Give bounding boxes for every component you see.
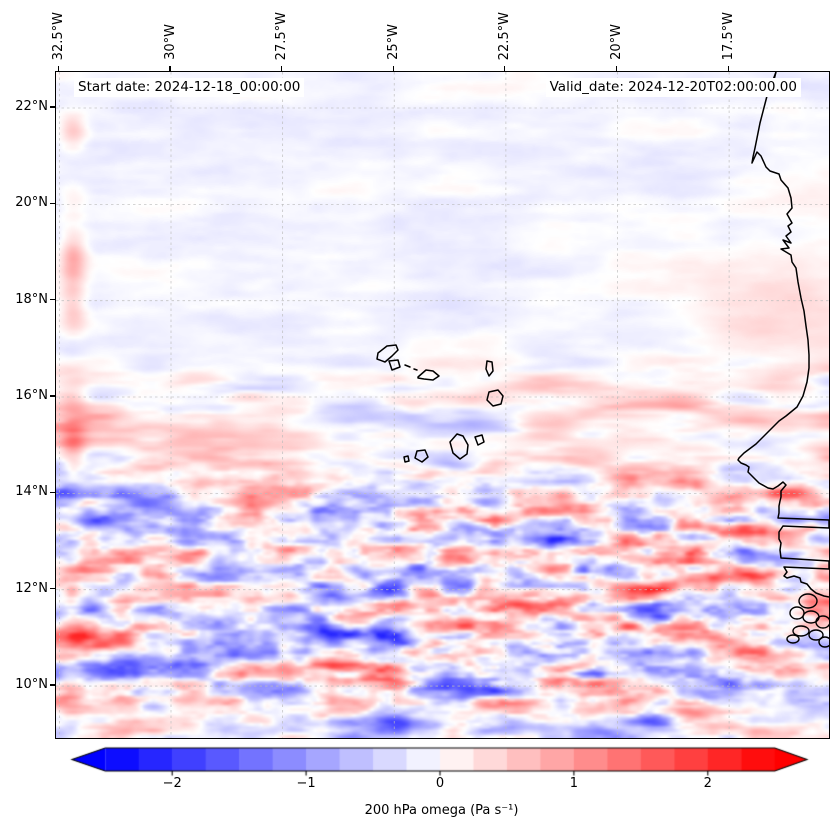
lon-tick-mark — [57, 66, 59, 71]
lat-tick-label: 12°N — [15, 580, 48, 596]
colorbar-tick-label: 1 — [569, 776, 579, 791]
lat-tick-mark — [50, 395, 55, 397]
lon-tick-label: 27.5°W — [274, 11, 290, 60]
cape-verde-island-outline — [403, 455, 410, 463]
colorbar-tick-label: −1 — [296, 776, 316, 791]
colorbar-label: 200 hPa omega (Pa s⁻¹) — [364, 803, 519, 818]
bijagos-island-outline — [792, 625, 810, 637]
lon-tick-mark — [727, 66, 729, 71]
colorbar — [0, 742, 837, 782]
lat-tick-label: 14°N — [15, 484, 48, 500]
lon-tick-mark — [169, 66, 171, 71]
lat-tick-mark — [50, 588, 55, 590]
lon-tick-mark — [504, 66, 506, 71]
lat-tick-label: 16°N — [15, 388, 48, 404]
lon-tick-label: 25°W — [385, 24, 401, 60]
omega-field-canvas — [56, 72, 829, 738]
start-date-annotation: Start date: 2024-12-18_00:00:00 — [74, 78, 305, 97]
bijagos-island-outline — [815, 615, 829, 629]
lat-tick-mark — [50, 491, 55, 493]
valid-date-annotation: Valid_date: 2024-12-20T02:00:00.00 — [545, 78, 801, 97]
lon-tick-label: 32.5°W — [50, 11, 66, 60]
colorbar-tick-label: −2 — [162, 776, 182, 791]
cape-verde-island-outline — [414, 449, 429, 463]
cape-verde-island-outline — [485, 360, 494, 377]
lat-tick-mark — [50, 106, 55, 108]
lat-tick-mark — [50, 684, 55, 686]
cape-verde-island-outline — [413, 368, 418, 371]
lon-tick-label: 17.5°W — [720, 11, 736, 60]
africa-coastline-path — [737, 72, 829, 598]
lon-tick-label: 22.5°W — [497, 11, 513, 60]
bijagos-island-outline — [798, 593, 818, 609]
map-plot-area — [55, 71, 830, 739]
cape-verde-island-outline — [449, 433, 469, 460]
lat-tick-mark — [50, 202, 55, 204]
lat-tick-label: 10°N — [15, 677, 48, 693]
bijagos-island-outline — [786, 634, 800, 644]
lon-tick-label: 20°W — [609, 24, 624, 60]
bijagos-island-outline — [808, 629, 824, 641]
lon-tick-mark — [392, 66, 394, 71]
bijagos-island-outline — [789, 606, 805, 620]
cape-verde-island-outline — [486, 389, 504, 407]
coastline-svg — [56, 72, 829, 738]
cape-verde-island-outline — [404, 364, 411, 368]
cape-verde-island-outline — [474, 434, 485, 446]
lon-tick-mark — [615, 66, 618, 71]
lat-tick-label: 20°N — [15, 195, 48, 211]
lon-tick-mark — [281, 66, 283, 71]
lat-tick-mark — [50, 299, 55, 301]
lon-tick-label: 30°W — [162, 24, 178, 60]
cape-verde-island-outline — [376, 344, 399, 363]
cape-verde-island-outline — [417, 369, 440, 381]
colorbar-tick-label: 0 — [435, 776, 445, 791]
lat-tick-label: 18°N — [15, 291, 48, 307]
bijagos-island-outline — [818, 636, 829, 648]
lat-tick-label: 22°N — [15, 99, 48, 114]
colorbar-tick-label: 2 — [703, 776, 712, 791]
cape-verde-island-outline — [388, 359, 401, 371]
